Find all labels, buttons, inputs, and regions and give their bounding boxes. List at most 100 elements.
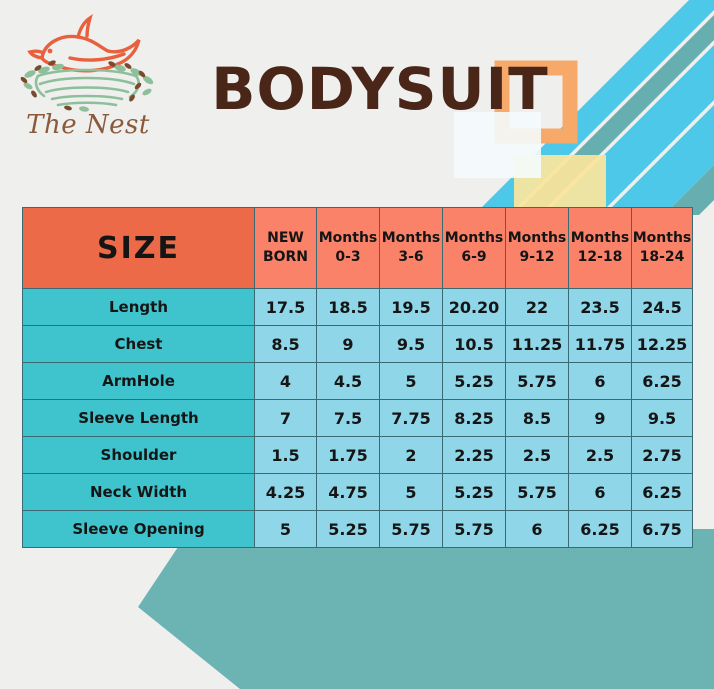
bottom-decoration — [0, 529, 714, 689]
table-row: Length 17.5 18.5 19.5 20.20 22 23.5 24.5 — [22, 288, 693, 326]
nest-leaves — [23, 63, 154, 112]
header-col-18-24-line1: Months — [632, 230, 692, 246]
page-title: BODYSUIT — [211, 55, 549, 123]
row-label-sleeve-opening: Sleeve Opening — [22, 510, 255, 548]
row-label-shoulder: Shoulder — [22, 436, 255, 474]
cell-sleeve-opening-9-12: 6 — [505, 510, 569, 548]
header-col-9-12: Months 9-12 — [505, 207, 569, 289]
cell-neck-width-18-24: 6.25 — [631, 473, 693, 511]
cell-length-newborn: 17.5 — [254, 288, 317, 326]
cell-neck-width-newborn: 4.25 — [254, 473, 317, 511]
cell-neck-width-3-6: 5 — [379, 473, 443, 511]
cell-chest-18-24: 12.25 — [631, 325, 693, 363]
cell-armhole-0-3: 4.5 — [316, 362, 380, 400]
cell-shoulder-9-12: 2.5 — [505, 436, 569, 474]
header-col-12-18-line2: 12-18 — [577, 249, 623, 265]
header-col-0-3-line2: 0-3 — [335, 249, 361, 265]
row-label-length: Length — [22, 288, 255, 326]
size-chart-table-container: SIZE NEW BORN Months 0-3 Months 3-6 Mon — [22, 207, 693, 548]
bottom-decoration-svg — [138, 529, 714, 689]
cell-length-9-12: 22 — [505, 288, 569, 326]
cell-shoulder-newborn: 1.5 — [254, 436, 317, 474]
cell-chest-9-12: 11.25 — [505, 325, 569, 363]
cell-shoulder-12-18: 2.5 — [568, 436, 632, 474]
cell-sleeve-opening-18-24: 6.75 — [631, 510, 693, 548]
bird-eye — [47, 48, 53, 54]
cell-chest-0-3: 9 — [316, 325, 380, 363]
cell-chest-newborn: 8.5 — [254, 325, 317, 363]
cell-armhole-newborn: 4 — [254, 362, 317, 400]
cell-armhole-9-12: 5.75 — [505, 362, 569, 400]
header-col-9-12-line2: 9-12 — [519, 249, 555, 265]
table-row: Neck Width 4.25 4.75 5 5.25 5.75 6 6.25 — [22, 473, 693, 511]
cell-length-12-18: 23.5 — [568, 288, 632, 326]
cell-chest-3-6: 9.5 — [379, 325, 443, 363]
table-row: ArmHole 4 4.5 5 5.25 5.75 6 6.25 — [22, 362, 693, 400]
table-row: Sleeve Opening 5 5.25 5.75 5.75 6 6.25 6… — [22, 510, 693, 548]
cell-sleeve-opening-12-18: 6.25 — [568, 510, 632, 548]
header-col-18-24-line2: 18-24 — [639, 249, 685, 265]
table-row: Chest 8.5 9 9.5 10.5 11.25 11.75 12.25 — [22, 325, 693, 363]
cell-sleeve-length-3-6: 7.75 — [379, 399, 443, 437]
brand-wordmark: The Nest — [26, 110, 150, 140]
header-row: SIZE NEW BORN Months 0-3 Months 3-6 Mon — [22, 207, 693, 289]
cell-shoulder-3-6: 2 — [379, 436, 443, 474]
cell-armhole-12-18: 6 — [568, 362, 632, 400]
header-col-6-9-line2: 6-9 — [461, 249, 487, 265]
cell-armhole-18-24: 6.25 — [631, 362, 693, 400]
header-col-3-6: Months 3-6 — [379, 207, 443, 289]
table-body: Length 17.5 18.5 19.5 20.20 22 23.5 24.5… — [22, 288, 693, 548]
header-col-3-6-line2: 3-6 — [398, 249, 424, 265]
row-label-neck-width: Neck Width — [22, 473, 255, 511]
cell-neck-width-6-9: 5.25 — [442, 473, 506, 511]
yellow-square — [514, 155, 606, 215]
header-col-0-3: Months 0-3 — [316, 207, 380, 289]
cell-sleeve-length-0-3: 7.5 — [316, 399, 380, 437]
cell-neck-width-9-12: 5.75 — [505, 473, 569, 511]
cell-length-6-9: 20.20 — [442, 288, 506, 326]
table-header: SIZE NEW BORN Months 0-3 Months 3-6 Mon — [22, 207, 693, 289]
header-col-12-18: Months 12-18 — [568, 207, 632, 289]
cell-sleeve-opening-3-6: 5.75 — [379, 510, 443, 548]
nest-seeds — [20, 60, 146, 111]
cell-chest-12-18: 11.75 — [568, 325, 632, 363]
cell-sleeve-length-newborn: 7 — [254, 399, 317, 437]
row-label-chest: Chest — [22, 325, 255, 363]
nest-twigs — [34, 68, 140, 107]
bottom-teal-shape — [138, 529, 714, 689]
bird-icon — [27, 14, 141, 73]
cell-sleeve-length-18-24: 9.5 — [631, 399, 693, 437]
cell-shoulder-6-9: 2.25 — [442, 436, 506, 474]
header-col-9-12-line1: Months — [507, 230, 567, 246]
row-label-sleeve-length: Sleeve Length — [22, 399, 255, 437]
brand-logo: The Nest — [8, 10, 168, 160]
cell-length-18-24: 24.5 — [631, 288, 693, 326]
cell-armhole-6-9: 5.25 — [442, 362, 506, 400]
header-col-newborn-line1: NEW — [267, 230, 304, 246]
cell-neck-width-12-18: 6 — [568, 473, 632, 511]
cell-shoulder-0-3: 1.75 — [316, 436, 380, 474]
header-col-12-18-line1: Months — [570, 230, 630, 246]
cell-shoulder-18-24: 2.75 — [631, 436, 693, 474]
table-row: Sleeve Length 7 7.5 7.75 8.25 8.5 9 9.5 — [22, 399, 693, 437]
header-col-6-9-line1: Months — [444, 230, 504, 246]
header-col-6-9: Months 6-9 — [442, 207, 506, 289]
cell-chest-6-9: 10.5 — [442, 325, 506, 363]
header-col-18-24: Months 18-24 — [631, 207, 693, 289]
cell-sleeve-length-9-12: 8.5 — [505, 399, 569, 437]
cell-sleeve-length-6-9: 8.25 — [442, 399, 506, 437]
header-size-label: SIZE — [22, 207, 255, 289]
size-chart-table: SIZE NEW BORN Months 0-3 Months 3-6 Mon — [22, 207, 693, 548]
nest-bird-icon — [20, 14, 154, 112]
row-label-armhole: ArmHole — [22, 362, 255, 400]
table-row: Shoulder 1.5 1.75 2 2.25 2.5 2.5 2.75 — [22, 436, 693, 474]
header-col-newborn-line2: BORN — [262, 249, 309, 265]
cell-neck-width-0-3: 4.75 — [316, 473, 380, 511]
cell-armhole-3-6: 5 — [379, 362, 443, 400]
header-col-3-6-line1: Months — [381, 230, 441, 246]
cell-sleeve-opening-0-3: 5.25 — [316, 510, 380, 548]
cell-sleeve-opening-6-9: 5.75 — [442, 510, 506, 548]
cell-length-3-6: 19.5 — [379, 288, 443, 326]
cell-sleeve-length-12-18: 9 — [568, 399, 632, 437]
